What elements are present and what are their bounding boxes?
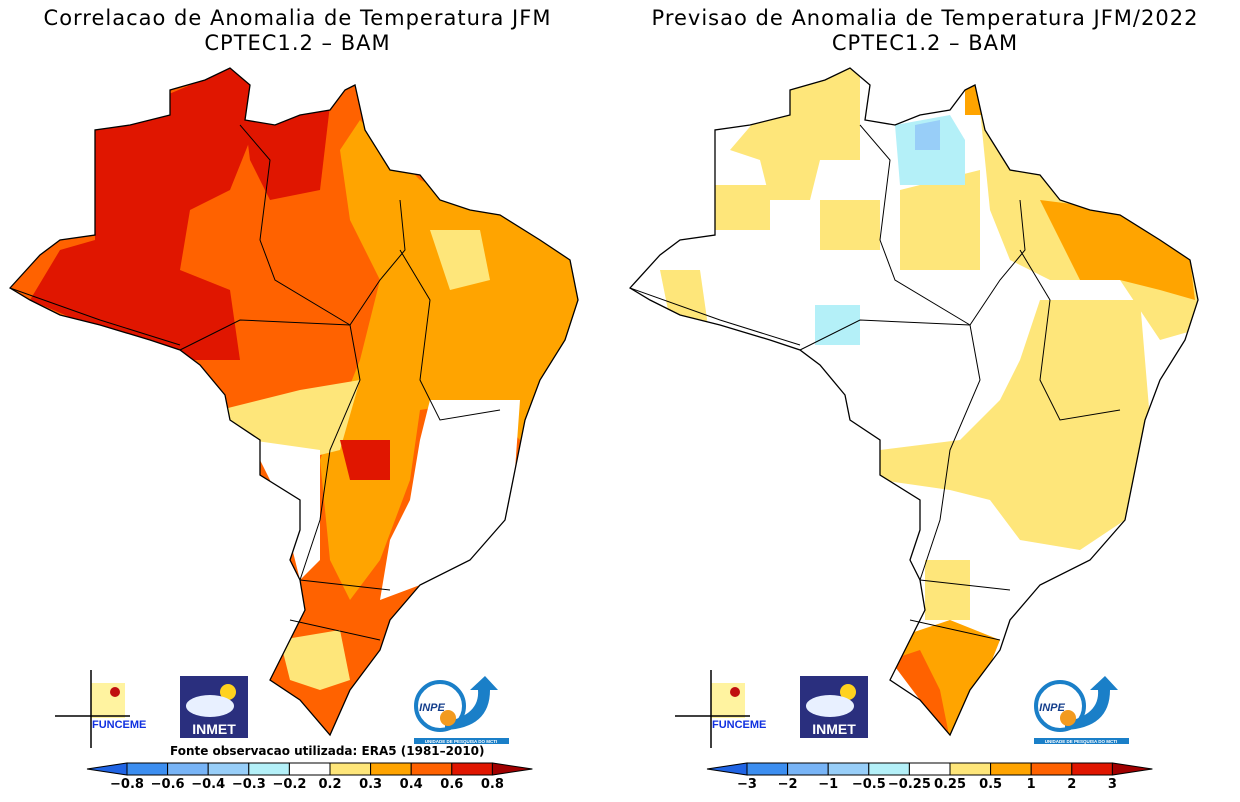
colorbar-label: −0.8 [110,777,144,792]
map-title: Previsao de Anomalia de Temperatura JFM/… [620,6,1230,56]
title-line-1: Correlacao de Anomalia de Temperatura JF… [43,6,552,30]
funceme-logo: FUNCEME [55,670,146,748]
svg-text:INPE: INPE [419,702,445,714]
state-borders [9,124,501,641]
colorbar-label: −1 [818,777,838,792]
colorbar-label: 0.2 [318,777,341,792]
colorbar-box [787,762,829,776]
colorbar-box [248,762,290,776]
cloud-icon [186,695,234,717]
title-line-1: Previsao de Anomalia de Temperatura JFM/… [651,6,1199,30]
region-fill-yellow [730,68,860,200]
colorbar-low-arrow [706,762,748,776]
colorbar-box [167,762,209,776]
svg-text:INPE: INPE [1039,702,1065,714]
state-borders [629,124,1121,641]
colorbar-box [746,762,789,776]
colorbar-box [451,762,493,776]
funceme-logo: FUNCEME [675,670,766,748]
svg-text:UNIDADE DE PESQUISA DO MCTI: UNIDADE DE PESQUISA DO MCTI [425,739,498,744]
sun-icon [220,684,236,700]
colorbar-label: 3 [1108,777,1117,792]
region-fill-red [30,68,250,360]
colorbar-label: 0.8 [481,777,504,792]
colorbar-label: −0.6 [151,777,185,792]
colorbar-box [288,762,331,776]
colorbar-label: 2 [1067,777,1076,792]
inpe-logo: INPE UNIDADE DE PESQUISA DO MCTI [414,676,509,744]
svg-text:FUNCEME: FUNCEME [92,719,146,731]
region-fill-yellow [925,560,970,620]
colorbar-box [410,762,453,776]
colorbar-low-arrow [86,762,128,776]
forecast-map [629,67,1199,736]
colorbar-box [827,762,870,776]
svg-text:UNIDADE DE PESQUISA DO MCTI: UNIDADE DE PESQUISA DO MCTI [1045,739,1118,744]
title-line-2: CPTEC1.2 – BAM [831,31,1019,55]
region-fill-amber [1040,200,1195,300]
colorbar-box [207,762,250,776]
colorbar-label: −0.3 [232,777,266,792]
colorbar-label: 0.6 [440,777,463,792]
colorbar-box [990,762,1032,776]
right-decorations: −3 −2 −1 −0.5 −0.25 0.25 0.5 1 2 3 FUNCEME INMET INP… [675,670,1153,792]
colorbar-label: −2 [778,777,798,792]
region-fill-amber [890,620,1000,735]
colorbar-label: −0.5 [852,777,886,792]
colorbar: −0.8 −0.6 −0.4 −0.3 −0.2 0.2 0.3 0.4 0.6 0.8 [86,762,533,792]
map-title: Correlacao de Anomalia de Temperatura JF… [0,6,595,56]
region-fill-white [380,400,520,600]
region-fill-yellow [280,630,350,690]
colorbar-label: −3 [737,777,757,792]
colorbar-label: −0.25 [888,777,931,792]
forecast-panel: Previsao de Anomalia de Temperatura JFM/… [620,0,1240,802]
red-dot-icon [110,687,120,697]
region-fill-yellow [880,300,1150,550]
sun-icon [840,684,856,700]
colorbar-label: 0.5 [979,777,1002,792]
colorbar-label: −0.2 [272,777,306,792]
colorbar-box [868,762,910,776]
colorbar-box [329,762,372,776]
red-dot-icon [730,687,740,697]
title-line-2: CPTEC1.2 – BAM [204,31,391,55]
source-note: Fonte observacao utilizada: ERA5 (1981–2… [170,744,485,758]
cloud-icon [806,695,854,717]
inpe-logo: INPE UNIDADE DE PESQUISA DO MCTI [1034,676,1129,744]
inmet-logo: INMET [180,676,248,738]
arrow-icon [445,676,498,730]
svg-text:INMET: INMET [192,721,236,737]
arrow-icon [1065,676,1118,730]
inmet-logo: INMET [800,676,868,738]
colorbar-label: 1 [1027,777,1036,792]
region-fill-red [245,105,330,200]
colorbar-box [1071,762,1113,776]
colorbar-box [126,762,169,776]
colorbar-label: 0.25 [934,777,966,792]
region-fill-blue [915,120,940,150]
colorbar-label: −0.4 [191,777,225,792]
colorbar-high-arrow [1111,762,1153,776]
region-fill-yellow [710,170,980,270]
svg-text:INMET: INMET [812,721,856,737]
colorbar-box [949,762,992,776]
correlation-map [9,67,579,736]
svg-text:FUNCEME: FUNCEME [712,719,766,731]
colorbar-label: 0.4 [400,777,423,792]
colorbar-box [908,762,951,776]
region-fill-red [340,440,390,480]
region-fill-lightblue [815,305,860,345]
colorbar-box [370,762,412,776]
colorbar-high-arrow [491,762,533,776]
left-decorations: −0.8 −0.6 −0.4 −0.3 −0.2 0.2 0.3 0.4 0.6 0.8 FUNCE… [55,670,533,792]
colorbar-label: 0.3 [359,777,382,792]
region-fill-yellow [430,230,490,290]
correlation-panel: Correlacao de Anomalia de Temperatura JF… [0,6,595,758]
colorbar: −3 −2 −1 −0.5 −0.25 0.25 0.5 1 2 3 [706,762,1153,792]
colorbar-box [1030,762,1073,776]
